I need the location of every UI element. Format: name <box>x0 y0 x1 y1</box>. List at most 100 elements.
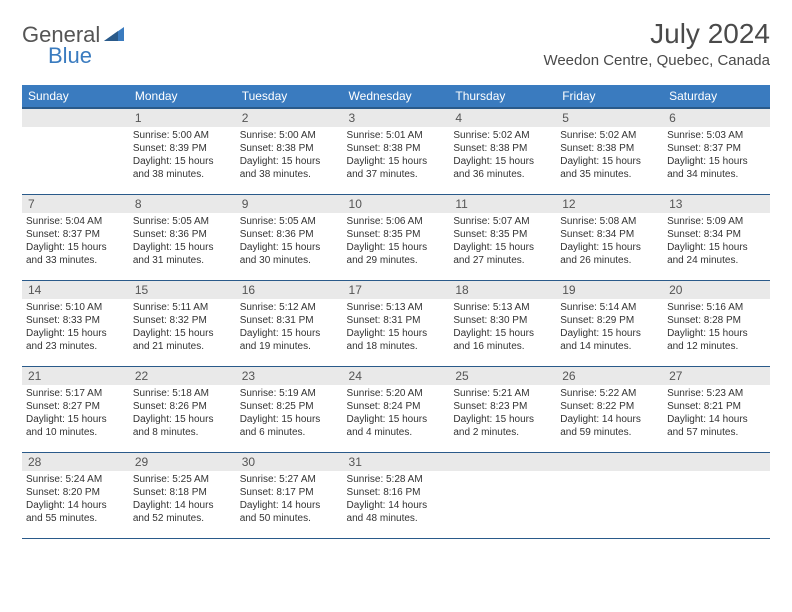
sunrise-text: Sunrise: 5:02 AM <box>560 129 659 142</box>
calendar-day-cell: 26Sunrise: 5:22 AMSunset: 8:22 PMDayligh… <box>556 366 663 452</box>
sunset-text: Sunset: 8:35 PM <box>453 228 552 241</box>
sunrise-text: Sunrise: 5:00 AM <box>133 129 232 142</box>
calendar-day-cell: 2Sunrise: 5:00 AMSunset: 8:38 PMDaylight… <box>236 108 343 194</box>
sunset-text: Sunset: 8:16 PM <box>347 486 446 499</box>
calendar-day-cell: 4Sunrise: 5:02 AMSunset: 8:38 PMDaylight… <box>449 108 556 194</box>
sunrise-text: Sunrise: 5:20 AM <box>347 387 446 400</box>
calendar-day-cell: 17Sunrise: 5:13 AMSunset: 8:31 PMDayligh… <box>343 280 450 366</box>
sunrise-text: Sunrise: 5:10 AM <box>26 301 125 314</box>
day-number <box>556 453 663 471</box>
daylight-text: Daylight: 14 hours and 57 minutes. <box>667 413 766 439</box>
daylight-text: Daylight: 15 hours and 26 minutes. <box>560 241 659 267</box>
sunset-text: Sunset: 8:36 PM <box>240 228 339 241</box>
daylight-text: Daylight: 15 hours and 14 minutes. <box>560 327 659 353</box>
day-details: Sunrise: 5:06 AMSunset: 8:35 PMDaylight:… <box>343 213 450 271</box>
calendar-day-cell: 3Sunrise: 5:01 AMSunset: 8:38 PMDaylight… <box>343 108 450 194</box>
sunrise-text: Sunrise: 5:17 AM <box>26 387 125 400</box>
day-number: 8 <box>129 195 236 213</box>
daylight-text: Daylight: 15 hours and 35 minutes. <box>560 155 659 181</box>
day-details: Sunrise: 5:19 AMSunset: 8:25 PMDaylight:… <box>236 385 343 443</box>
daylight-text: Daylight: 14 hours and 52 minutes. <box>133 499 232 525</box>
calendar-day-cell: 6Sunrise: 5:03 AMSunset: 8:37 PMDaylight… <box>663 108 770 194</box>
calendar-day-cell: 13Sunrise: 5:09 AMSunset: 8:34 PMDayligh… <box>663 194 770 280</box>
day-number: 29 <box>129 453 236 471</box>
day-details: Sunrise: 5:00 AMSunset: 8:39 PMDaylight:… <box>129 127 236 185</box>
day-details: Sunrise: 5:00 AMSunset: 8:38 PMDaylight:… <box>236 127 343 185</box>
daylight-text: Daylight: 15 hours and 12 minutes. <box>667 327 766 353</box>
day-details: Sunrise: 5:27 AMSunset: 8:17 PMDaylight:… <box>236 471 343 529</box>
calendar-day-cell: 5Sunrise: 5:02 AMSunset: 8:38 PMDaylight… <box>556 108 663 194</box>
sunset-text: Sunset: 8:29 PM <box>560 314 659 327</box>
day-details: Sunrise: 5:13 AMSunset: 8:30 PMDaylight:… <box>449 299 556 357</box>
day-number: 5 <box>556 109 663 127</box>
day-details: Sunrise: 5:23 AMSunset: 8:21 PMDaylight:… <box>663 385 770 443</box>
daylight-text: Daylight: 15 hours and 6 minutes. <box>240 413 339 439</box>
sunset-text: Sunset: 8:36 PM <box>133 228 232 241</box>
daylight-text: Daylight: 14 hours and 50 minutes. <box>240 499 339 525</box>
sunset-text: Sunset: 8:38 PM <box>560 142 659 155</box>
day-number: 2 <box>236 109 343 127</box>
sunset-text: Sunset: 8:21 PM <box>667 400 766 413</box>
day-number: 18 <box>449 281 556 299</box>
day-details: Sunrise: 5:14 AMSunset: 8:29 PMDaylight:… <box>556 299 663 357</box>
sunrise-text: Sunrise: 5:24 AM <box>26 473 125 486</box>
sunset-text: Sunset: 8:18 PM <box>133 486 232 499</box>
calendar-day-cell: 1Sunrise: 5:00 AMSunset: 8:39 PMDaylight… <box>129 108 236 194</box>
daylight-text: Daylight: 15 hours and 36 minutes. <box>453 155 552 181</box>
sunset-text: Sunset: 8:38 PM <box>347 142 446 155</box>
sunrise-text: Sunrise: 5:08 AM <box>560 215 659 228</box>
sunrise-text: Sunrise: 5:11 AM <box>133 301 232 314</box>
day-number: 27 <box>663 367 770 385</box>
day-number: 9 <box>236 195 343 213</box>
sunrise-text: Sunrise: 5:01 AM <box>347 129 446 142</box>
day-number: 30 <box>236 453 343 471</box>
daylight-text: Daylight: 14 hours and 55 minutes. <box>26 499 125 525</box>
day-number: 3 <box>343 109 450 127</box>
day-number: 15 <box>129 281 236 299</box>
sunrise-text: Sunrise: 5:13 AM <box>453 301 552 314</box>
day-number: 22 <box>129 367 236 385</box>
sunset-text: Sunset: 8:38 PM <box>453 142 552 155</box>
sunrise-text: Sunrise: 5:25 AM <box>133 473 232 486</box>
sunrise-text: Sunrise: 5:12 AM <box>240 301 339 314</box>
sunset-text: Sunset: 8:31 PM <box>240 314 339 327</box>
sunrise-text: Sunrise: 5:13 AM <box>347 301 446 314</box>
sunrise-text: Sunrise: 5:03 AM <box>667 129 766 142</box>
sunrise-text: Sunrise: 5:22 AM <box>560 387 659 400</box>
sunrise-text: Sunrise: 5:06 AM <box>347 215 446 228</box>
daylight-text: Daylight: 15 hours and 8 minutes. <box>133 413 232 439</box>
daylight-text: Daylight: 15 hours and 21 minutes. <box>133 327 232 353</box>
day-number: 26 <box>556 367 663 385</box>
day-number <box>22 109 129 127</box>
day-number: 17 <box>343 281 450 299</box>
daylight-text: Daylight: 15 hours and 29 minutes. <box>347 241 446 267</box>
calendar-day-cell: 25Sunrise: 5:21 AMSunset: 8:23 PMDayligh… <box>449 366 556 452</box>
calendar-day-cell: 22Sunrise: 5:18 AMSunset: 8:26 PMDayligh… <box>129 366 236 452</box>
weekday-header: Tuesday <box>236 85 343 108</box>
sunrise-text: Sunrise: 5:00 AM <box>240 129 339 142</box>
day-number <box>663 453 770 471</box>
day-details: Sunrise: 5:11 AMSunset: 8:32 PMDaylight:… <box>129 299 236 357</box>
sunset-text: Sunset: 8:37 PM <box>26 228 125 241</box>
calendar-day-cell: 23Sunrise: 5:19 AMSunset: 8:25 PMDayligh… <box>236 366 343 452</box>
calendar-day-cell: 12Sunrise: 5:08 AMSunset: 8:34 PMDayligh… <box>556 194 663 280</box>
day-details: Sunrise: 5:02 AMSunset: 8:38 PMDaylight:… <box>556 127 663 185</box>
day-details: Sunrise: 5:08 AMSunset: 8:34 PMDaylight:… <box>556 213 663 271</box>
day-number: 13 <box>663 195 770 213</box>
calendar-day-cell <box>449 452 556 538</box>
sunrise-text: Sunrise: 5:05 AM <box>240 215 339 228</box>
sunrise-text: Sunrise: 5:27 AM <box>240 473 339 486</box>
day-number: 11 <box>449 195 556 213</box>
calendar-week-row: 7Sunrise: 5:04 AMSunset: 8:37 PMDaylight… <box>22 194 770 280</box>
day-number: 14 <box>22 281 129 299</box>
sunset-text: Sunset: 8:20 PM <box>26 486 125 499</box>
calendar-day-cell: 20Sunrise: 5:16 AMSunset: 8:28 PMDayligh… <box>663 280 770 366</box>
calendar-week-row: 21Sunrise: 5:17 AMSunset: 8:27 PMDayligh… <box>22 366 770 452</box>
sunrise-text: Sunrise: 5:09 AM <box>667 215 766 228</box>
day-number: 12 <box>556 195 663 213</box>
calendar-day-cell: 7Sunrise: 5:04 AMSunset: 8:37 PMDaylight… <box>22 194 129 280</box>
day-details: Sunrise: 5:25 AMSunset: 8:18 PMDaylight:… <box>129 471 236 529</box>
day-number: 7 <box>22 195 129 213</box>
calendar-day-cell: 9Sunrise: 5:05 AMSunset: 8:36 PMDaylight… <box>236 194 343 280</box>
daylight-text: Daylight: 15 hours and 38 minutes. <box>133 155 232 181</box>
